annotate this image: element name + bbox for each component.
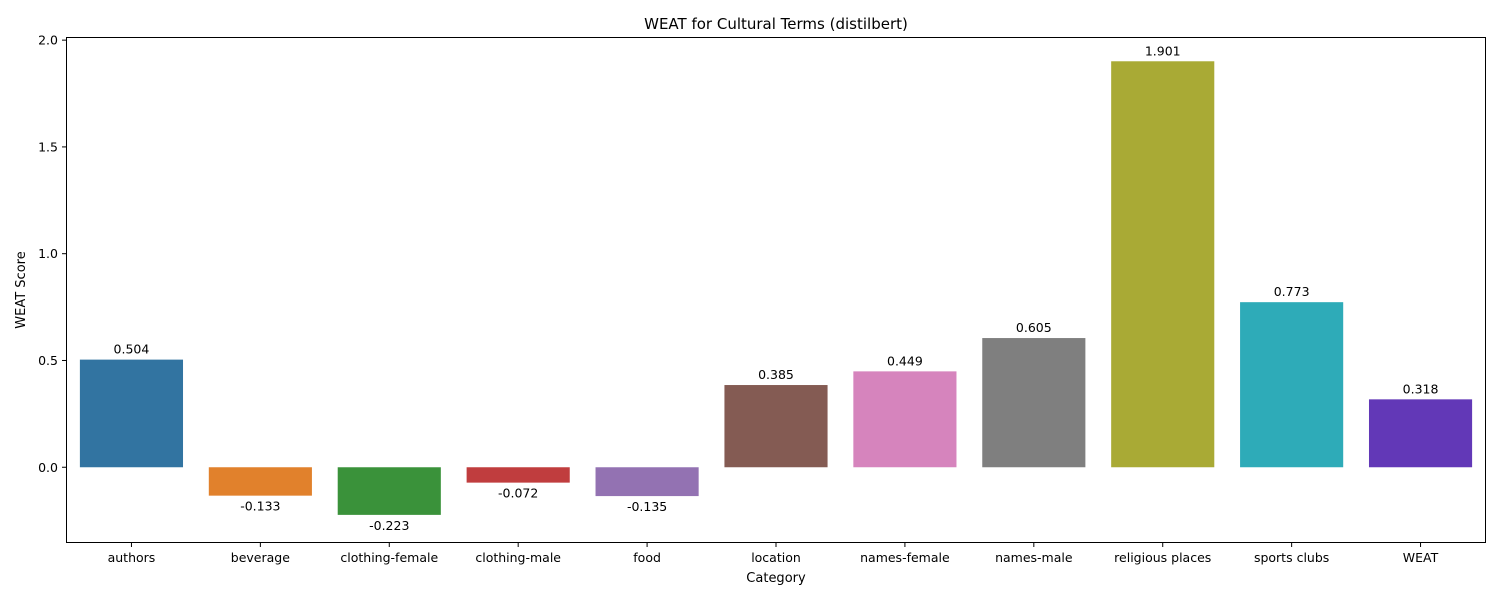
x-tick-label-7: names-male [995,550,1073,565]
y-tick-label-4: 2.0 [38,33,58,48]
y-axis: 0.0 0.5 1.0 1.5 2.0 [38,33,67,475]
bar-1 [208,467,312,496]
data-label-1: -0.133 [240,499,280,514]
y-tick-label-3: 1.5 [38,139,58,154]
y-tick-label-0: 0.0 [38,460,58,475]
data-label-3: -0.072 [498,486,538,501]
x-tick-label-10: WEAT [1403,550,1439,565]
plot-frame [66,37,1486,543]
bar-10 [1368,399,1473,468]
x-tick-label-3: clothing-male [475,550,561,565]
bar-3 [466,467,570,483]
data-label-10: 0.318 [1403,381,1439,396]
chart-title: WEAT for Cultural Terms (distilbert) [644,15,908,33]
y-axis-label: WEAT Score [14,251,29,328]
bar-9 [1240,302,1344,468]
bar-7 [982,338,1086,468]
bar-8 [1111,61,1215,468]
data-label-6: 0.449 [887,353,923,368]
y-tick-label-1: 0.5 [38,353,58,368]
x-tick-label-1: beverage [231,550,290,565]
x-axis: authors beverage clothing-female clothing-m… [108,542,1439,565]
data-label-7: 0.605 [1016,320,1052,335]
x-tick-label-9: sports clubs [1254,550,1329,565]
bars-layer: 0.504 -0.133 -0.223 -0.072 -0.135 0.385 0.449 0… [79,43,1473,533]
x-tick-label-2: clothing-female [340,550,438,565]
bar-0 [79,359,184,468]
x-tick-label-5: location [751,550,801,565]
data-label-9: 0.773 [1274,284,1310,299]
data-label-2: -0.223 [369,518,409,533]
bar-5 [724,385,828,468]
bar-6 [853,371,957,468]
bar-2 [337,467,441,515]
x-tick-label-4: food [633,550,661,565]
data-label-0: 0.504 [114,342,150,357]
x-tick-label-0: authors [108,550,156,565]
data-label-8: 1.901 [1145,43,1181,58]
data-label-5: 0.385 [758,367,794,382]
bar-4 [595,467,699,497]
y-tick-label-2: 1.0 [38,246,58,261]
x-axis-label: Category [746,571,806,586]
data-label-4: -0.135 [627,499,667,514]
x-tick-label-8: religious places [1114,550,1211,565]
x-tick-label-6: names-female [860,550,950,565]
